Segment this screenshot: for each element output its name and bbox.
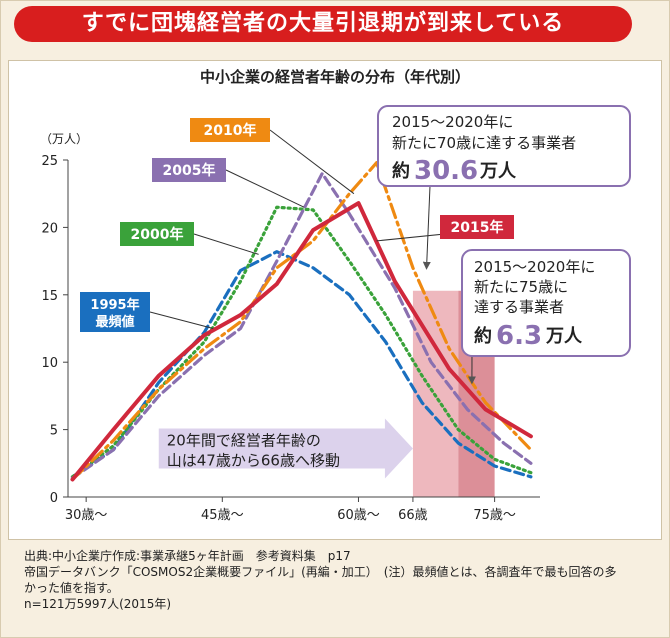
callout-75-box (461, 249, 631, 357)
series-label: 2000年 (131, 226, 184, 243)
y-tick-label: 0 (50, 491, 58, 506)
callout-75-unit: 万人 (545, 326, 583, 347)
series-label-pointer (193, 233, 259, 255)
x-tick-label: 60歳～ (337, 508, 380, 523)
x-tick-label: 66歳 (398, 508, 428, 523)
y-tick-label: 20 (41, 221, 58, 236)
series-line-2000年 (70, 205, 533, 479)
x-tick-label: 45歳～ (201, 508, 244, 523)
series-label-box (120, 222, 194, 246)
series-line-2015年 (70, 201, 533, 482)
source-footer: 出典:中小企業庁作成:事業承継5ヶ年計画 参考資料集 p17 帝国データバンク「… (24, 548, 654, 612)
x-tick-label: 30歳～ (65, 508, 108, 523)
series-label-box (190, 118, 270, 142)
series-label-pointer (225, 169, 305, 208)
series-label-pointer (269, 129, 355, 195)
y-tick-label: 15 (41, 289, 58, 304)
y-tick-label: 5 (50, 424, 58, 439)
callout-70-box (377, 105, 631, 187)
callout-75-prefix: 約 (474, 325, 492, 347)
series-label-pointer (149, 311, 214, 329)
series-label-box (440, 215, 514, 239)
callout-70-prefix: 約 (392, 160, 410, 182)
callout-70-text: 新たに70歳に達する事業者 (392, 134, 576, 152)
series-line-2005年 (70, 171, 533, 480)
callout-75-value: 6.3 (496, 321, 542, 351)
shift-arrow (158, 418, 413, 479)
callout-75-text: 2015～2020年に (474, 258, 595, 276)
callout-75-text: 新たに75歳に (474, 278, 568, 296)
footer-line: 出典:中小企業庁作成:事業承継5ヶ年計画 参考資料集 p17 (24, 549, 351, 563)
shift-arrow-text: 20年間で経営者年齢の (167, 431, 321, 449)
headline-banner: すでに団塊経営者の大量引退期が到来している (14, 6, 632, 42)
series-sublabel: 最頻値 (95, 314, 134, 330)
series-label-box (152, 158, 226, 182)
series-label: 2010年 (204, 122, 257, 139)
series-label: 1995年 (90, 297, 139, 313)
callout-70-value: 30.6 (414, 156, 478, 186)
callout-70-pointer (422, 185, 431, 270)
callout-70-text: 2015～2020年に (392, 113, 513, 131)
series-label: 2005年 (163, 162, 216, 179)
series-line-2010年 (70, 161, 533, 482)
footer-line: n=121万5997人(2015年) (24, 597, 172, 611)
y-tick-label: 25 (41, 154, 58, 169)
series-label-box (80, 292, 150, 332)
series-label: 2015年 (451, 219, 504, 236)
x-tick-label: 75歳～ (473, 508, 516, 523)
series-line-1995年 (70, 250, 533, 479)
footer-line: かった値を指す。 (24, 581, 119, 595)
shift-arrow-text: 山は47歳から66歳へ移動 (167, 451, 340, 469)
footer-line: 帝国データバンク「COSMOS2企業概要ファイル」(再編・加工） (注）最頻値と… (24, 565, 617, 579)
y-axis-unit: （万人） (40, 132, 88, 146)
y-tick-label: 10 (41, 356, 58, 371)
callout-75-text: 達する事業者 (474, 298, 564, 316)
chart-title: 中小企業の経営者年齢の分布（年代別） (199, 68, 470, 86)
callout-70-unit: 万人 (479, 161, 517, 182)
